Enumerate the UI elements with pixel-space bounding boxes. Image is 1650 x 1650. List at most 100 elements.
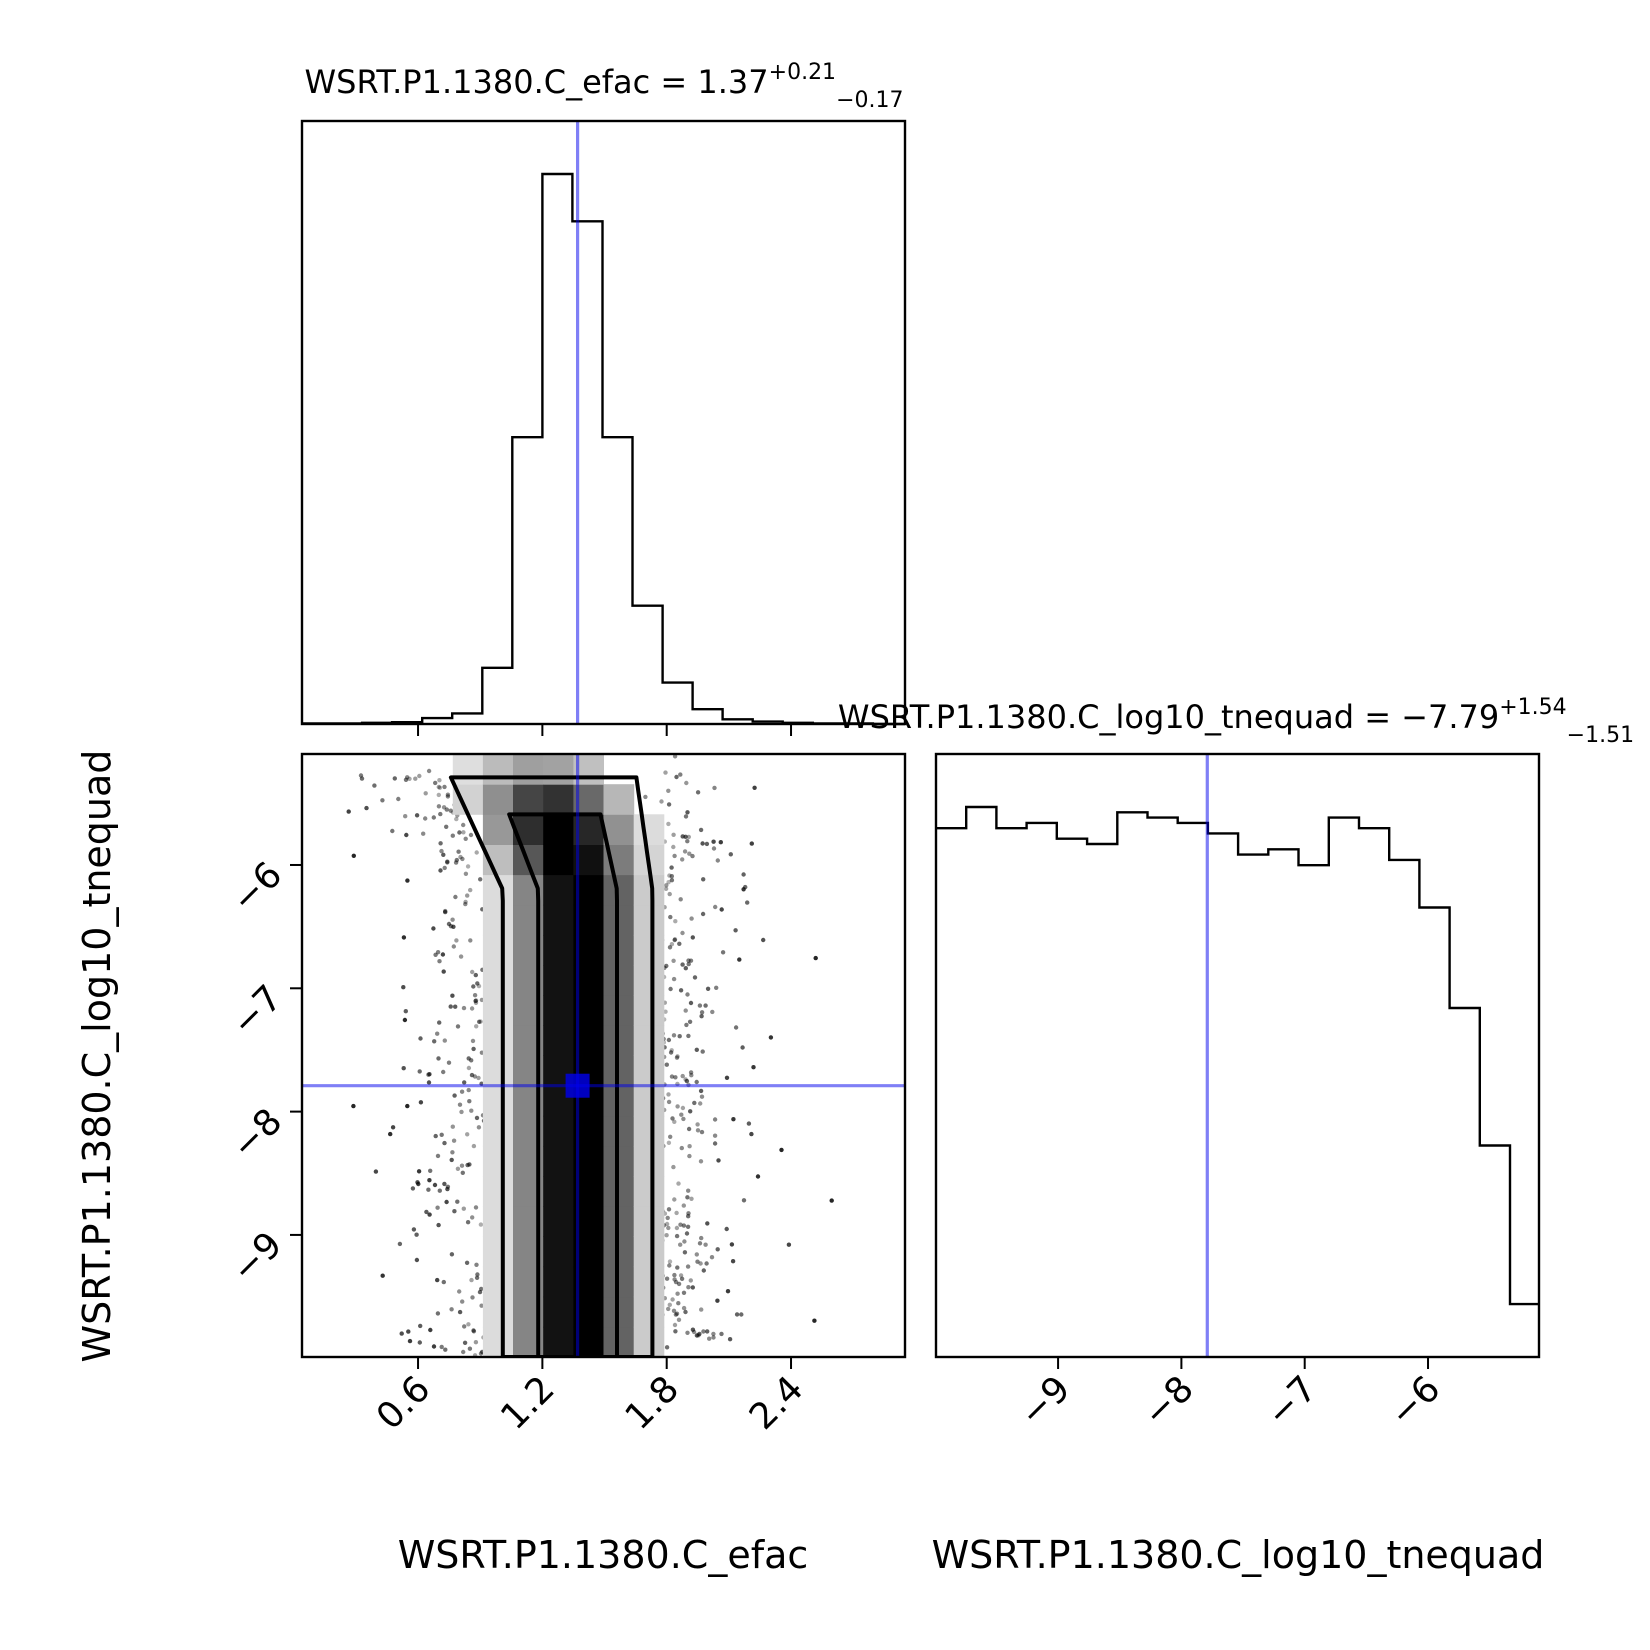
sample-point (469, 1108, 474, 1113)
sample-point (678, 1242, 683, 1247)
sample-point (663, 1009, 668, 1014)
sample-point (699, 1235, 704, 1241)
sample-point (701, 1329, 706, 1334)
sample-point (664, 1233, 669, 1238)
sample-point (699, 1094, 705, 1099)
density-cell (543, 754, 574, 785)
sample-point (444, 1199, 449, 1205)
sample-point (473, 1340, 479, 1345)
sample-point (671, 1164, 676, 1170)
sample-point (469, 1277, 474, 1283)
sample-point (751, 1065, 756, 1070)
sample-point (697, 1241, 703, 1246)
sample-point (666, 1037, 672, 1043)
sample-point (472, 1074, 478, 1079)
sample-point (474, 1024, 479, 1029)
sample-point (683, 966, 688, 971)
sample-point (686, 1214, 691, 1219)
sample-point (459, 1163, 465, 1168)
tn-hist-bin (1480, 1146, 1510, 1358)
sample-point (714, 985, 719, 990)
efac-hist-bin (482, 668, 512, 724)
sample-point (479, 1303, 484, 1308)
sample-point (684, 780, 689, 786)
sample-point (441, 1279, 446, 1285)
sample-point (671, 832, 676, 837)
sample-point (380, 1273, 385, 1278)
density-cell (633, 1115, 665, 1147)
sample-point (465, 1132, 470, 1137)
sample-point (441, 969, 446, 974)
sample-point (418, 1036, 423, 1041)
sample-point (678, 897, 683, 902)
sample-point (705, 1329, 710, 1334)
sample-point (745, 900, 750, 905)
sample-point (470, 969, 475, 975)
sample-point (421, 831, 426, 836)
sample-point (405, 878, 410, 883)
sample-point (435, 1031, 440, 1036)
sample-point (673, 919, 678, 924)
sample-point (423, 791, 428, 796)
efac-hist-bin (693, 709, 723, 724)
sample-point (668, 914, 673, 920)
sample-point (666, 1225, 671, 1231)
density-cell (482, 1145, 514, 1177)
sample-point (438, 868, 443, 873)
sample-point (473, 1000, 479, 1005)
sample-point (694, 1252, 699, 1257)
sample-point (684, 1022, 689, 1028)
sample-point (676, 1281, 682, 1287)
sample-point (666, 821, 671, 827)
sample-point (675, 1291, 680, 1296)
tn-hist-bin (1450, 1008, 1480, 1357)
efac-hist-step (302, 172, 905, 726)
sample-point (351, 853, 356, 858)
sample-point (443, 908, 448, 914)
sample-point (681, 1116, 686, 1122)
sample-point (426, 1187, 431, 1192)
sample-point (671, 958, 676, 963)
sample-point (433, 952, 438, 957)
density-cell (543, 1115, 574, 1147)
tnequad-title-plus: +1.54 (1499, 695, 1566, 720)
sample-point (435, 1277, 440, 1283)
sample-point (741, 1198, 747, 1203)
sample-point (672, 1277, 677, 1282)
density-cell (482, 1236, 514, 1268)
sample-point (465, 864, 471, 869)
sample-point (698, 1088, 704, 1094)
sample-point (712, 1141, 718, 1146)
sample-point (700, 1049, 705, 1054)
sample-point (431, 815, 436, 820)
sample-point (678, 988, 684, 993)
sample-point (663, 886, 669, 891)
sample-point (388, 1131, 393, 1137)
sample-point (437, 778, 442, 783)
tnequad-title-minus: −1.51 (1567, 723, 1634, 748)
efac-hist-bin (663, 683, 693, 724)
sample-point (460, 856, 465, 862)
sample-point (406, 1329, 411, 1334)
sample-point (679, 1145, 684, 1151)
efac-x-tick-label: 0.6 (369, 1368, 438, 1437)
sample-point (663, 770, 668, 775)
sample-point (679, 1112, 684, 1117)
sample-point (685, 810, 690, 815)
sample-point (683, 1077, 688, 1082)
sample-point (401, 1066, 406, 1071)
sample-point (426, 768, 432, 774)
sample-point (449, 1157, 454, 1163)
sample-point (715, 858, 720, 863)
sample-point (672, 1119, 677, 1125)
sample-point (671, 844, 676, 850)
sample-point (687, 1019, 693, 1024)
sample-point (346, 809, 351, 814)
density-cell (482, 1296, 514, 1328)
sample-point (761, 937, 766, 943)
sample-point (686, 1285, 691, 1290)
tnequad-y-axis-label: WSRT.P1.1380.C_log10_tnequad (75, 750, 119, 1363)
sample-point (459, 1109, 464, 1115)
tn-hist-bin (1268, 849, 1298, 1357)
sample-point (455, 1024, 461, 1029)
